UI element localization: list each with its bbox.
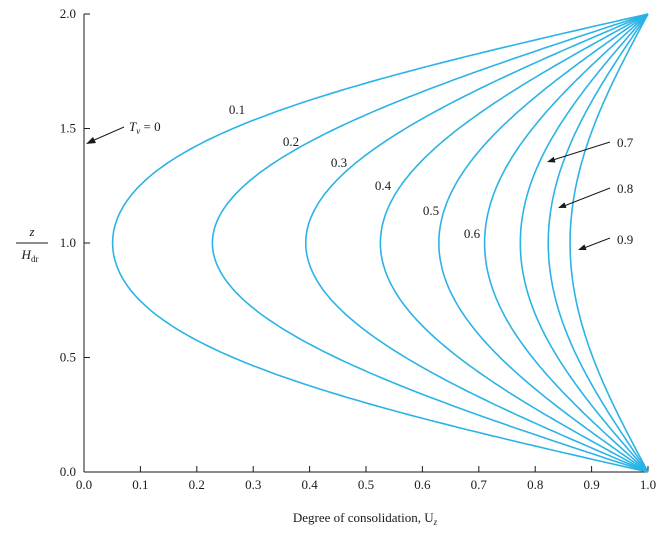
curve-label-tv-0.6: 0.6 xyxy=(464,226,481,241)
x-tick-label: 0.4 xyxy=(301,477,318,492)
curve-arrowhead-tv-0.8 xyxy=(558,202,567,208)
x-tick-label: 0.0 xyxy=(76,477,92,492)
x-tick-label: 0.5 xyxy=(358,477,374,492)
isochrone-curve-tv-0.5 xyxy=(438,13,649,473)
y-tick-label: 1.0 xyxy=(60,235,76,250)
curve-label-tv-0.9: 0.9 xyxy=(617,232,633,247)
tv-zero-arrowhead xyxy=(86,137,96,144)
isochrone-curve-tv-0.6 xyxy=(483,13,649,473)
isochrone-curve-tv-0.2 xyxy=(211,13,649,473)
axes: 0.0 0.1 0.2 0.3 0.4 0.5 0.6 0.7 0.8 0.9 1.0 0.0 0.5 1… xyxy=(60,6,656,492)
curve-arrow-tv-0.9 xyxy=(583,237,611,249)
curve-arrow-tv-0.7 xyxy=(552,141,611,161)
isochrone-curve-tv-0.8 xyxy=(547,13,649,473)
tv-zero-arrow-line xyxy=(91,126,125,142)
isochrone-curve-tv-0.1 xyxy=(111,13,649,473)
curve-label-tv-0.3: 0.3 xyxy=(331,155,347,170)
tv-zero-annotation: Tv = 0 xyxy=(86,119,161,144)
isochrone-curve-tv-0.3 xyxy=(305,13,649,473)
curves xyxy=(111,13,649,473)
x-tick-label: 0.2 xyxy=(189,477,205,492)
curve-label-tv-0.7: 0.7 xyxy=(617,135,634,150)
curve-label-tv-0.2: 0.2 xyxy=(283,134,299,149)
y-tick-label: 0.5 xyxy=(60,350,76,365)
y-axis-title: z Hdr xyxy=(16,224,48,264)
isochrone-curve-tv-0.9 xyxy=(569,13,649,473)
x-tick-label: 0.7 xyxy=(471,477,488,492)
isochrone-curve-tv-0.7 xyxy=(519,13,649,473)
curve-label-tv-0.5: 0.5 xyxy=(423,203,439,218)
x-axis-title: Degree of consolidation, Uz xyxy=(293,510,438,527)
curve-arrow-tv-0.8 xyxy=(563,187,611,207)
y-tick-label: 0.0 xyxy=(60,464,76,479)
y-tick-label: 2.0 xyxy=(60,6,76,21)
x-axis-title-subscript: z xyxy=(433,517,438,527)
x-tick-label: 0.3 xyxy=(245,477,261,492)
x-tick-label: 0.8 xyxy=(527,477,543,492)
curve-label-tv-0.8: 0.8 xyxy=(617,181,633,196)
x-tick-label: 0.1 xyxy=(132,477,148,492)
y-tick-label: 1.5 xyxy=(60,121,76,136)
curve-label-tv-0.4: 0.4 xyxy=(375,178,392,193)
labels: 0.1 0.2 0.3 0.4 0.5 0.6 0.7 0.8 0.9 xyxy=(229,102,634,250)
x-tick-label: 0.6 xyxy=(414,477,431,492)
x-tick-label: 0.9 xyxy=(583,477,599,492)
isochrone-curve-tv-0.4 xyxy=(379,13,649,473)
y-axis-title-denominator: Hdr xyxy=(21,247,39,264)
y-axis-title-numerator: z xyxy=(28,224,34,239)
curve-label-tv-0.1: 0.1 xyxy=(229,102,245,117)
curve-arrowhead-tv-0.9 xyxy=(578,244,587,250)
tv-zero-label: Tv = 0 xyxy=(129,119,161,136)
curve-arrowhead-tv-0.7 xyxy=(547,156,556,163)
x-tick-label: 1.0 xyxy=(640,477,656,492)
